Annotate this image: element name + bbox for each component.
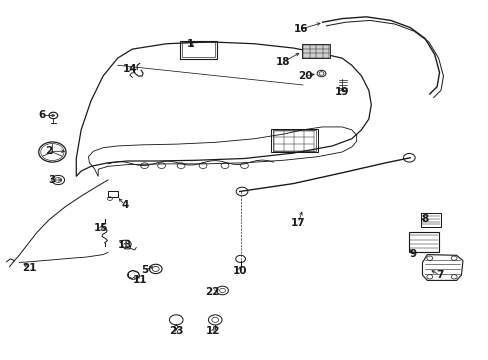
Text: 10: 10 <box>232 266 246 276</box>
Text: 6: 6 <box>39 111 46 121</box>
Bar <box>180 41 216 59</box>
Text: 22: 22 <box>205 287 220 297</box>
Text: 4: 4 <box>121 200 128 210</box>
Text: 23: 23 <box>169 326 183 336</box>
Text: 3: 3 <box>48 175 56 185</box>
Text: 21: 21 <box>21 263 36 273</box>
Bar <box>182 42 214 57</box>
Text: 7: 7 <box>435 270 442 280</box>
Text: 15: 15 <box>93 224 108 233</box>
Text: 13: 13 <box>118 239 132 249</box>
Text: 9: 9 <box>408 248 415 258</box>
Bar <box>272 130 316 151</box>
Text: 8: 8 <box>421 215 427 224</box>
Bar <box>420 213 440 226</box>
Text: 18: 18 <box>276 57 290 67</box>
Text: 11: 11 <box>132 275 146 285</box>
Text: 12: 12 <box>205 326 220 336</box>
Bar <box>108 191 118 197</box>
Text: 20: 20 <box>298 71 312 81</box>
Bar <box>302 44 330 58</box>
Bar <box>408 232 438 252</box>
Text: 5: 5 <box>141 265 148 275</box>
Text: 14: 14 <box>122 64 137 74</box>
Text: 1: 1 <box>187 39 194 49</box>
Text: 19: 19 <box>334 87 348 97</box>
Bar <box>271 129 317 152</box>
Text: 2: 2 <box>45 146 52 156</box>
Text: 17: 17 <box>290 218 305 228</box>
Text: 16: 16 <box>293 24 307 35</box>
